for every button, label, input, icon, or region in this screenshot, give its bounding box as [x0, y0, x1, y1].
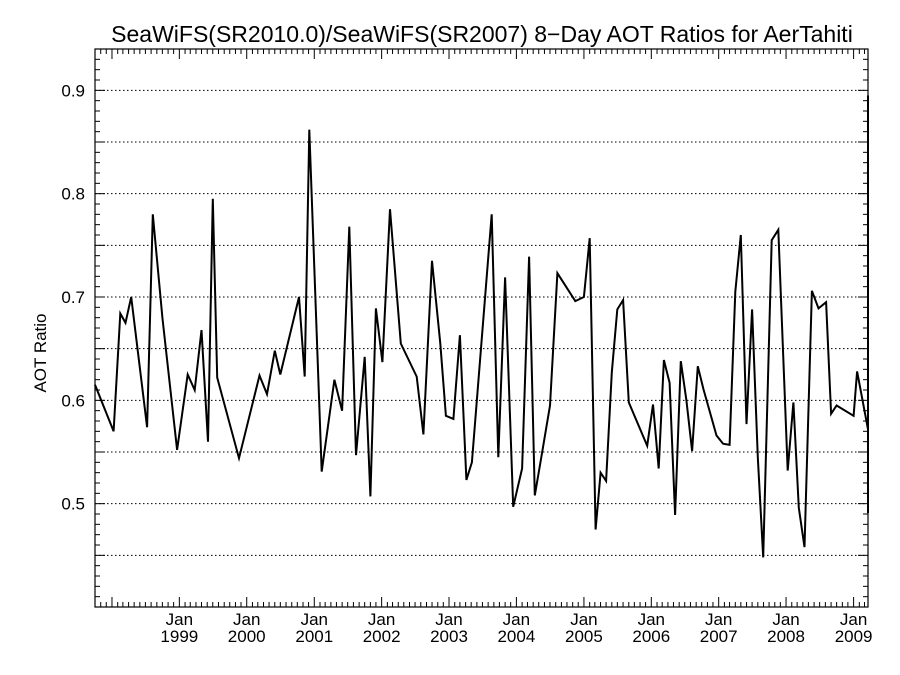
x-tick-year: 2005 [565, 627, 603, 646]
x-tick-year: 2009 [835, 627, 873, 646]
x-tick-month: Jan [233, 610, 260, 629]
y-tick-label: 0.6 [61, 391, 85, 410]
y-tick-label: 0.7 [61, 288, 85, 307]
x-tick-year: 2003 [430, 627, 468, 646]
x-tick-month: Jan [570, 610, 597, 629]
x-tick-month: Jan [166, 610, 193, 629]
x-tick-month: Jan [638, 610, 665, 629]
y-tick-label: 0.8 [61, 185, 85, 204]
x-tick-month: Jan [503, 610, 530, 629]
chart-title: SeaWiFS(SR2010.0)/SeaWiFS(SR2007) 8−Day … [111, 21, 853, 47]
x-tick-year: 2000 [228, 627, 266, 646]
x-tick-year: 1999 [160, 627, 198, 646]
y-tick-label: 0.9 [61, 81, 85, 100]
y-tick-labels: 0.5 0.6 0.7 0.8 0.9 [61, 81, 85, 513]
x-tick-year: 2007 [700, 627, 738, 646]
x-tick-year: 2006 [632, 627, 670, 646]
plot-frame [94, 48, 869, 608]
y-axis-label: AOT Ratio [31, 313, 50, 392]
x-tick-month: Jan [840, 610, 867, 629]
axis-ticks [94, 49, 868, 607]
x-tick-year: 2008 [767, 627, 805, 646]
x-tick-month: Jan [301, 610, 328, 629]
x-tick-year: 2002 [363, 627, 401, 646]
x-tick-year: 2001 [295, 627, 333, 646]
x-tick-month: Jan [772, 610, 799, 629]
x-tick-month: Jan [368, 610, 395, 629]
x-tick-labels: Jan1999Jan2000Jan2001Jan2002Jan2003Jan20… [160, 610, 872, 646]
x-tick-year: 2004 [497, 627, 535, 646]
series-line [94, 95, 869, 558]
x-tick-month: Jan [435, 610, 462, 629]
data-series [94, 95, 869, 558]
x-tick-month: Jan [705, 610, 732, 629]
y-tick-label: 0.5 [61, 495, 85, 514]
